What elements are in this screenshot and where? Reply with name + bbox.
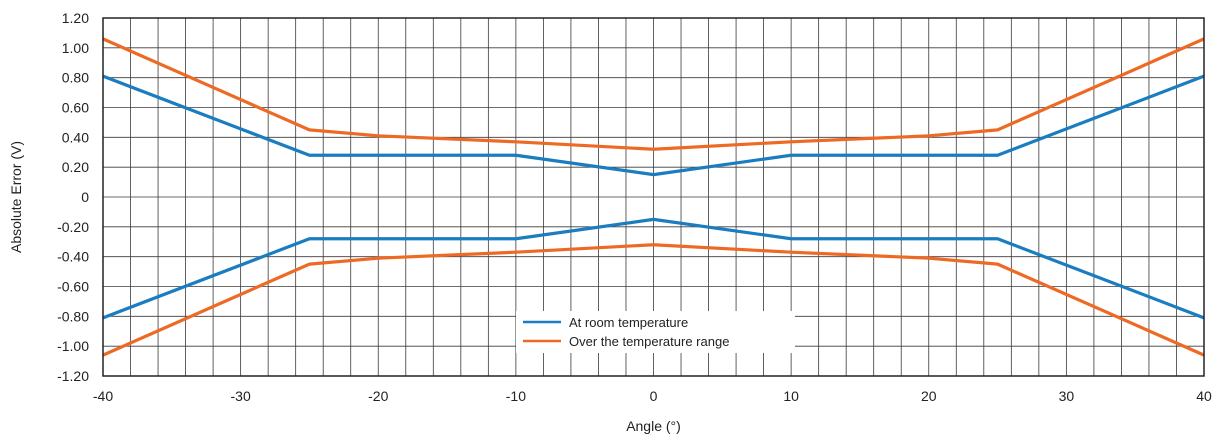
x-tick-label: -30 <box>231 388 251 404</box>
y-tick-label: -0.60 <box>57 279 89 295</box>
legend: At room temperature Over the temperature… <box>516 311 795 353</box>
x-tick-label: 40 <box>1196 388 1212 404</box>
y-tick-label: 0.20 <box>62 159 89 175</box>
y-tick-label: 0.80 <box>62 70 89 86</box>
series-lines <box>102 37 1205 357</box>
y-tick-label: -0.80 <box>57 308 89 324</box>
y-tick-label: -1.20 <box>57 368 89 384</box>
plot-frame <box>102 17 1205 377</box>
x-tick-label: 0 <box>650 388 658 404</box>
y-tick-label: 1.20 <box>62 10 89 26</box>
series-line-2 <box>102 37 1205 151</box>
legend-box <box>516 311 795 353</box>
y-tick-label: 1.00 <box>62 40 89 56</box>
series-line-0 <box>102 74 1205 177</box>
x-tick-label: 20 <box>921 388 937 404</box>
x-axis-label: Angle (°) <box>626 418 681 434</box>
y-tick-label: -1.00 <box>57 338 89 354</box>
series-line-3 <box>102 243 1205 357</box>
x-tick-labels: -40 -30 -20 -10 0 10 20 30 40 <box>93 388 1212 404</box>
y-tick-label: 0.60 <box>62 100 89 116</box>
series-line-1 <box>102 217 1205 320</box>
legend-label-temperature-range: Over the temperature range <box>569 334 729 349</box>
x-tick-label: 30 <box>1059 388 1075 404</box>
x-tick-label: -20 <box>368 388 388 404</box>
legend-label-room-temperature: At room temperature <box>569 315 688 330</box>
y-tick-label: -0.20 <box>57 219 89 235</box>
x-tick-label: 10 <box>783 388 799 404</box>
y-tick-label: -0.40 <box>57 249 89 265</box>
y-tick-label: 0 <box>81 189 89 205</box>
y-tick-label: 0.40 <box>62 129 89 145</box>
y-axis-label: Absolute Error (V) <box>8 141 24 253</box>
x-tick-label: -40 <box>93 388 113 404</box>
x-tick-label: -10 <box>506 388 526 404</box>
y-tick-labels: 1.20 1.00 0.80 0.60 0.40 0.20 0 -0.20 -0.40 -0.60… <box>57 10 89 384</box>
